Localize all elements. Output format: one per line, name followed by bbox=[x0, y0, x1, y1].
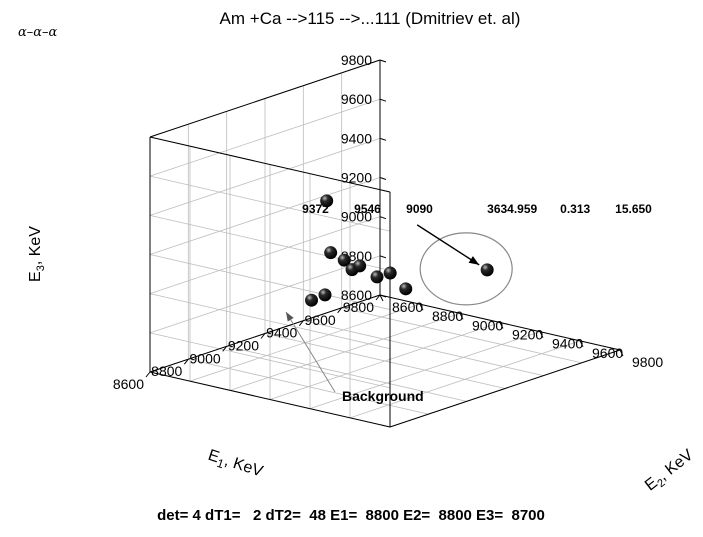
y-tick bbox=[499, 322, 504, 329]
x-tick bbox=[375, 294, 381, 301]
background-label: Background bbox=[342, 388, 424, 404]
z-tick bbox=[379, 216, 387, 220]
z-tick bbox=[379, 294, 387, 298]
x-tick bbox=[260, 333, 266, 339]
corner-label: α–α–α bbox=[18, 25, 58, 40]
grid-line bbox=[303, 320, 544, 377]
data-point bbox=[324, 246, 338, 260]
box-edge bbox=[149, 136, 391, 193]
highlighted-event-point bbox=[480, 263, 494, 277]
z-tick bbox=[379, 98, 387, 102]
z-tick-label: 9400 bbox=[341, 130, 372, 146]
box-edge bbox=[149, 59, 381, 138]
background-arrow bbox=[285, 311, 336, 393]
highlight-value-labels: 9372 9546 9090 3634.959 0.313 15.650 bbox=[302, 202, 652, 216]
data-points bbox=[305, 194, 494, 307]
annotations: 9372 9546 9090 3634.959 0.313 15.650 Backgrou… bbox=[285, 202, 652, 404]
z-tick bbox=[379, 59, 387, 63]
y-tick-label: 9400 bbox=[552, 336, 583, 352]
grid-line bbox=[349, 340, 581, 419]
y-tick bbox=[539, 331, 544, 338]
x-tick bbox=[337, 307, 343, 314]
x-tick-label: 9800 bbox=[343, 299, 374, 315]
footer-parameters: det= 4 dT1= 2 dT2= 48 E1= 8800 E2= 8800 … bbox=[157, 507, 545, 524]
highlight-value-label: 15.650 bbox=[615, 202, 652, 216]
x-tick-label: 8600 bbox=[113, 376, 144, 392]
z-tick bbox=[379, 255, 387, 259]
data-point bbox=[370, 270, 384, 284]
y-tick bbox=[459, 313, 464, 320]
chart-box bbox=[149, 59, 621, 428]
z-axis-label: E3, KeV bbox=[27, 226, 47, 282]
chart-title: Am +Ca -->115 -->...111 (Dmitriev et. al… bbox=[220, 9, 521, 28]
y-tick-label: 9200 bbox=[512, 327, 543, 343]
background-arrowhead bbox=[286, 312, 294, 322]
data-point bbox=[305, 293, 318, 307]
chart-grid bbox=[149, 59, 621, 428]
highlight-value-label: 9090 bbox=[406, 202, 433, 216]
x-tick bbox=[183, 358, 189, 365]
data-point bbox=[320, 194, 334, 208]
data-point bbox=[318, 288, 332, 302]
x-tick-label: 9000 bbox=[190, 350, 221, 366]
data-point bbox=[383, 266, 397, 280]
z-tick-label: 9200 bbox=[341, 170, 372, 186]
x-tick bbox=[145, 371, 151, 378]
data-point bbox=[399, 282, 413, 296]
tick-labels: 8600880090009200940096009800860088009000… bbox=[113, 52, 664, 392]
data-point bbox=[353, 259, 367, 273]
y-tick-label: 9800 bbox=[632, 354, 663, 370]
y-tick bbox=[379, 294, 384, 302]
y-tick bbox=[619, 349, 624, 357]
box-edge bbox=[149, 371, 391, 428]
z-tick bbox=[379, 177, 387, 180]
z-tick-label: 9800 bbox=[341, 52, 372, 68]
z-tick-label: 9000 bbox=[341, 209, 372, 225]
x-tick bbox=[222, 346, 228, 352]
highlight-arrowhead bbox=[468, 256, 480, 265]
x-axis-label: E1, KeV bbox=[205, 447, 265, 484]
y-tick bbox=[579, 340, 584, 348]
z-tick-label: 8600 bbox=[341, 287, 372, 303]
z-tick bbox=[379, 137, 387, 141]
highlight-value-label: 0.313 bbox=[560, 202, 590, 216]
y-tick-label: 8800 bbox=[432, 308, 463, 324]
y-axis-label: E2, KeV bbox=[642, 446, 699, 496]
y-tick bbox=[419, 303, 424, 311]
y-tick-label: 9600 bbox=[592, 345, 623, 361]
x-tick-label: 9400 bbox=[266, 325, 297, 341]
x-tick-label: 9200 bbox=[228, 338, 259, 354]
data-point bbox=[337, 253, 351, 267]
z-tick-label: 9600 bbox=[341, 91, 372, 107]
highlight-arrow bbox=[416, 224, 480, 266]
y-tick-label: 9000 bbox=[472, 317, 503, 333]
x-tick bbox=[298, 320, 304, 326]
highlight-ellipse bbox=[419, 232, 513, 306]
x-tick-label: 8800 bbox=[151, 363, 182, 379]
y-tick-label: 8600 bbox=[392, 299, 423, 315]
highlight-value-label: 3634.959 bbox=[487, 202, 537, 216]
box-edge bbox=[389, 349, 621, 428]
x-tick-label: 9600 bbox=[305, 312, 336, 328]
highlight-value-label: 9546 bbox=[354, 202, 381, 216]
